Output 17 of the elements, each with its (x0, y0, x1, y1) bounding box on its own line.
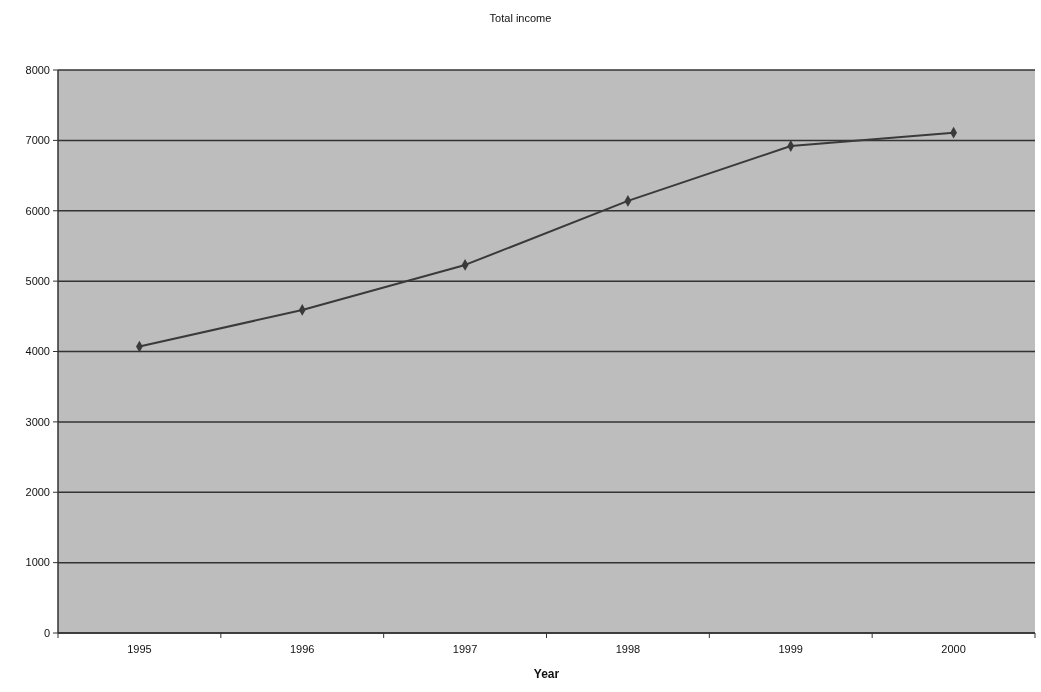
y-tick-label: 2000 (25, 486, 50, 499)
chart-title: Total income (489, 12, 552, 24)
y-tick-label: 1000 (25, 556, 50, 569)
x-tick-label: 1996 (290, 643, 315, 655)
x-tick-label: 1998 (615, 643, 641, 655)
x-tick-label: 1997 (452, 643, 478, 655)
y-tick-label: 5000 (25, 274, 50, 287)
y-tick-label: 3000 (25, 415, 50, 428)
y-tick-label: 4000 (25, 345, 50, 358)
x-tick-label: 1999 (778, 643, 803, 655)
x-axis-title: Year (533, 667, 560, 681)
y-tick-label: 6000 (25, 204, 50, 217)
x-tick-label: 1995 (127, 643, 152, 655)
y-tick-label: 8000 (25, 63, 50, 76)
y-tick-label: 0 (43, 626, 50, 639)
x-tick-label: 2000 (941, 643, 966, 655)
y-tick-label: 7000 (25, 134, 50, 147)
